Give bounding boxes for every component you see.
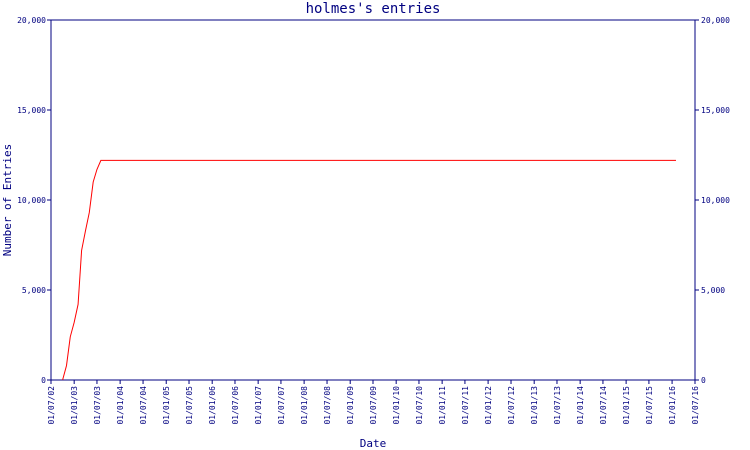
x-tick-label: 01/01/14: [576, 386, 585, 425]
x-tick-label: 01/01/10: [392, 386, 401, 425]
x-tick-label: 01/07/12: [507, 386, 516, 425]
x-tick-label: 01/01/07: [254, 386, 263, 425]
x-tick-label: 01/01/13: [530, 386, 539, 425]
x-axis-label: Date: [360, 437, 387, 450]
x-tick-label: 01/01/12: [484, 386, 493, 425]
y2-tick-label: 10,000: [701, 196, 730, 205]
x-tick-label: 01/07/13: [553, 386, 562, 425]
x-tick-label: 01/07/03: [93, 386, 102, 425]
y2-tick-label: 0: [701, 376, 706, 385]
x-tick-label: 01/07/07: [277, 386, 286, 425]
x-tick-label: 01/01/11: [438, 386, 447, 425]
x-tick-label: 01/07/14: [599, 386, 608, 425]
y-tick-label: 5,000: [22, 286, 46, 295]
x-tick-label: 01/01/15: [622, 386, 631, 425]
x-tick-label: 01/01/05: [162, 386, 171, 425]
x-tick-label: 01/01/08: [300, 386, 309, 425]
x-tick-label: 01/07/05: [185, 386, 194, 425]
y-tick-label: 20,000: [17, 16, 46, 25]
y-tick-label: 10,000: [17, 196, 46, 205]
x-tick-label: 01/01/03: [70, 386, 79, 425]
data-line: [62, 159, 676, 381]
x-tick-label: 01/01/16: [668, 386, 677, 425]
y2-tick-label: 5,000: [701, 286, 725, 295]
y-axis-label: Number of Entries: [1, 144, 14, 257]
x-tick-label: 01/07/10: [415, 386, 424, 425]
x-tick-label: 01/01/09: [346, 386, 355, 425]
x-tick-label: 01/01/04: [116, 386, 125, 425]
x-tick-label: 01/07/15: [645, 386, 654, 425]
y-tick-label: 0: [41, 376, 46, 385]
x-tick-label: 01/07/09: [369, 386, 378, 425]
chart-title: holmes's entries: [306, 1, 441, 17]
x-tick-label: 01/07/04: [139, 386, 148, 425]
y2-tick-label: 20,000: [701, 16, 730, 25]
y2-tick-label: 15,000: [701, 106, 730, 115]
y-tick-label: 15,000: [17, 106, 46, 115]
x-tick-label: 01/07/11: [461, 386, 470, 425]
x-tick-label: 01/07/06: [231, 386, 240, 425]
x-tick-label: 01/07/16: [691, 386, 700, 425]
x-tick-label: 01/07/02: [47, 386, 56, 425]
x-tick-label: 01/07/08: [323, 386, 332, 425]
x-tick-label: 01/01/06: [208, 386, 217, 425]
